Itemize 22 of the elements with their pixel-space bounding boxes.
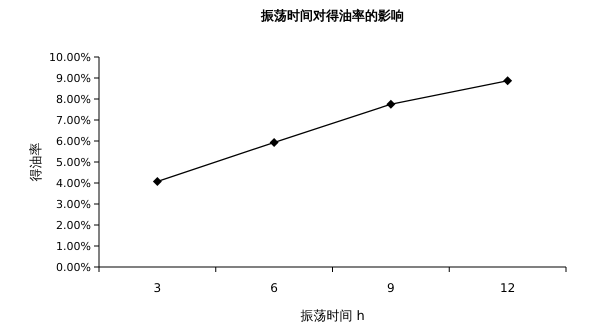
point — [152, 177, 162, 186]
y-tick-label: 7.00% — [56, 114, 91, 127]
chart-title: 振荡时间对得油率的影响 — [260, 8, 404, 24]
x-tick-label: 9 — [387, 281, 395, 295]
y-tick-label: 1.00% — [56, 240, 91, 253]
x-tick-label: 12 — [500, 281, 516, 295]
y-tick-label: 0.00% — [56, 261, 91, 274]
x-tick-label: 6 — [270, 281, 278, 295]
y-tick-label: 5.00% — [56, 156, 91, 169]
point — [270, 138, 279, 147]
x-axis-title: 振荡时间 h — [300, 309, 365, 324]
y-tick-label: 3.00% — [56, 198, 91, 211]
point — [386, 100, 396, 109]
y-axis-title: 得油率 — [28, 142, 44, 182]
y-tick-label: 9.00% — [56, 72, 91, 85]
y-tick-label: 4.00% — [56, 177, 91, 190]
y-tick-label: 6.00% — [56, 135, 91, 148]
y-tick-label: 8.00% — [56, 93, 91, 106]
y-tick-label: 10.00% — [49, 51, 91, 64]
x-tick-label: 3 — [154, 281, 162, 295]
point — [503, 76, 512, 86]
y-tick-label: 2.00% — [56, 219, 91, 232]
